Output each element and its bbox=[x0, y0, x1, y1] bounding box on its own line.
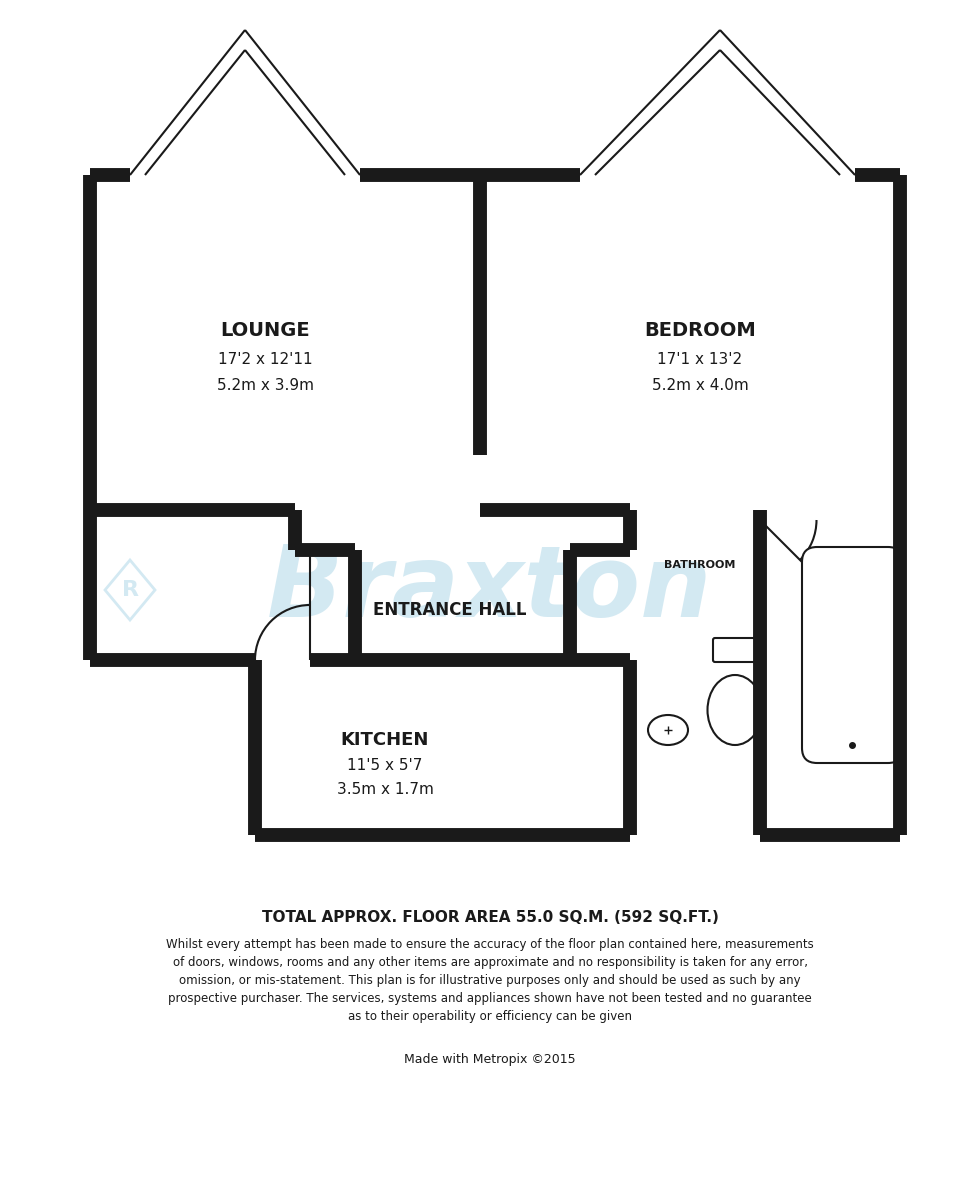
Text: Whilst every attempt has been made to ensure the accuracy of the floor plan cont: Whilst every attempt has been made to en… bbox=[167, 938, 813, 1023]
Text: 5.2m x 3.9m: 5.2m x 3.9m bbox=[217, 377, 314, 392]
FancyBboxPatch shape bbox=[802, 547, 903, 763]
Text: 17'1 x 13'2: 17'1 x 13'2 bbox=[658, 352, 743, 367]
Text: R: R bbox=[122, 580, 138, 600]
Ellipse shape bbox=[648, 715, 688, 746]
Text: 17'2 x 12'11: 17'2 x 12'11 bbox=[218, 352, 313, 367]
Text: BEDROOM: BEDROOM bbox=[644, 321, 756, 340]
Text: 11'5 x 5'7: 11'5 x 5'7 bbox=[347, 757, 422, 773]
Text: TOTAL APPROX. FLOOR AREA 55.0 SQ.M. (592 SQ.FT.): TOTAL APPROX. FLOOR AREA 55.0 SQ.M. (592… bbox=[262, 910, 718, 925]
Text: 3.5m x 1.7m: 3.5m x 1.7m bbox=[336, 782, 433, 798]
Text: KITCHEN: KITCHEN bbox=[341, 731, 429, 749]
FancyBboxPatch shape bbox=[713, 638, 757, 662]
Text: Braxton: Braxton bbox=[268, 541, 712, 638]
Text: BATHROOM: BATHROOM bbox=[664, 560, 736, 570]
Text: LOUNGE: LOUNGE bbox=[220, 321, 310, 340]
Text: 5.2m x 4.0m: 5.2m x 4.0m bbox=[652, 377, 749, 392]
Text: Made with Metropix ©2015: Made with Metropix ©2015 bbox=[404, 1053, 576, 1067]
Text: ENTRANCE HALL: ENTRANCE HALL bbox=[373, 600, 527, 619]
Ellipse shape bbox=[708, 675, 762, 746]
